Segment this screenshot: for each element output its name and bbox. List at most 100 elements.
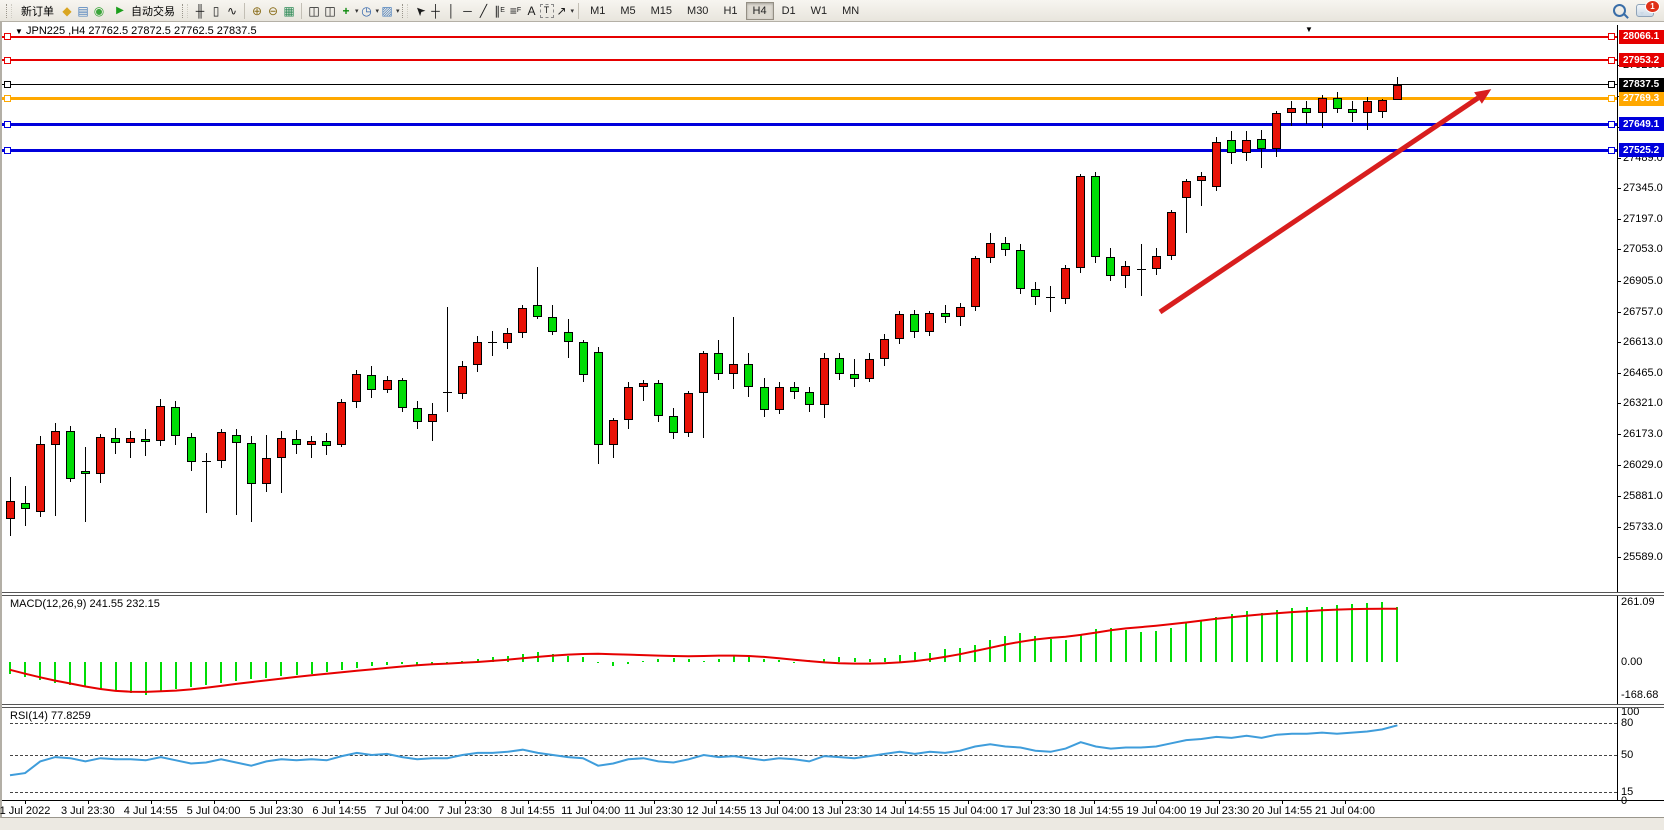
candle-up bbox=[457, 365, 467, 394]
arrows-caret-icon[interactable]: ▾ bbox=[570, 7, 575, 15]
candle-down bbox=[322, 441, 332, 447]
price-line-28066.1[interactable] bbox=[2, 33, 1617, 40]
add-indicator-caret-icon[interactable]: ▾ bbox=[355, 7, 359, 15]
line-marker[interactable] bbox=[4, 95, 11, 103]
date-tick bbox=[213, 800, 215, 804]
timeframe-m30[interactable]: M30 bbox=[687, 4, 709, 17]
timeframe-m15[interactable]: M15 bbox=[650, 4, 673, 17]
rsi-axis-label: 50 bbox=[1621, 749, 1634, 761]
vertical-line-icon[interactable]: │ bbox=[447, 3, 456, 18]
macd-bar bbox=[24, 662, 27, 677]
crosshair-icon[interactable]: ┼ bbox=[431, 3, 440, 18]
line-marker[interactable] bbox=[4, 56, 11, 64]
macd-bar bbox=[235, 662, 238, 681]
candle-up bbox=[774, 386, 784, 410]
macd-bar bbox=[747, 656, 750, 662]
line-marker[interactable] bbox=[4, 81, 11, 88]
price-line-27953.2[interactable] bbox=[2, 56, 1617, 64]
candle-doji bbox=[442, 391, 452, 393]
date-tick bbox=[1345, 800, 1346, 804]
candle-down bbox=[563, 331, 573, 343]
candle-up bbox=[865, 359, 875, 380]
line-marker[interactable] bbox=[4, 33, 11, 40]
timeframe-m5[interactable]: M5 bbox=[620, 4, 636, 17]
date-tick bbox=[779, 800, 781, 804]
add-indicator-icon[interactable]: + bbox=[342, 3, 350, 18]
timeframe-mn[interactable]: MN bbox=[842, 4, 860, 17]
templates-icon[interactable]: ▨ bbox=[381, 3, 393, 18]
toolbar-drag-handle[interactable] bbox=[401, 3, 408, 18]
macd-bar bbox=[657, 659, 660, 662]
text-label-tool-icon[interactable]: T bbox=[539, 3, 554, 18]
tile-windows-icon[interactable]: ▦ bbox=[283, 3, 295, 18]
candlestick-chart-icon[interactable]: ▯ bbox=[212, 3, 220, 18]
new-indicator-window-icon[interactable]: ◫ bbox=[308, 3, 320, 18]
timeframe-m1[interactable]: M1 bbox=[590, 4, 606, 17]
price-tag-27837.5: 27837.5 bbox=[1619, 77, 1664, 92]
bar-chart-icon[interactable]: ╫ bbox=[195, 3, 205, 18]
candle-doji bbox=[488, 342, 498, 344]
price-tick-label: 26173.0 bbox=[1623, 428, 1663, 441]
macd-bar bbox=[295, 662, 298, 675]
line-chart-icon[interactable]: ∿ bbox=[226, 3, 238, 18]
timeframe-h1[interactable]: H1 bbox=[723, 4, 738, 17]
macd-bar bbox=[763, 658, 765, 662]
date-tick-label: 7 Jul 04:00 bbox=[375, 805, 430, 817]
chart-area[interactable]: ▼ JPN225 ,H4 27762.5 27872.5 27762.5 278… bbox=[0, 22, 1664, 818]
search-icon[interactable] bbox=[1613, 4, 1626, 17]
candle-up bbox=[1287, 108, 1297, 114]
periods-caret-icon[interactable]: ▾ bbox=[375, 7, 380, 15]
toolbar-drag-handle[interactable] bbox=[6, 3, 12, 18]
zoom-in-icon[interactable]: ⊕ bbox=[251, 3, 263, 18]
line-marker[interactable] bbox=[1608, 81, 1615, 88]
channel-icon[interactable]: ∥ E bbox=[494, 3, 505, 18]
fibonacci-icon[interactable]: ≡ F bbox=[509, 3, 522, 18]
line-marker[interactable] bbox=[1608, 146, 1615, 154]
toolbar-drag-handle[interactable] bbox=[182, 3, 188, 18]
price-tick bbox=[1617, 495, 1621, 497]
chart-window-icon[interactable]: ▤ bbox=[77, 3, 89, 18]
notifications-icon[interactable]: 1 bbox=[1636, 0, 1660, 17]
line-marker[interactable] bbox=[4, 146, 11, 154]
line-marker[interactable] bbox=[1608, 120, 1615, 128]
ticket-icon[interactable]: ◆ bbox=[62, 3, 72, 18]
price-line-27837.5[interactable] bbox=[2, 81, 1617, 88]
rsi-pane-separator[interactable] bbox=[2, 704, 1664, 708]
timeframe-d1[interactable]: D1 bbox=[781, 4, 796, 17]
new-order-button[interactable]: 新订单 bbox=[16, 1, 59, 21]
candle-down bbox=[1302, 108, 1312, 114]
templates-caret-icon[interactable]: ▾ bbox=[396, 7, 400, 15]
line-marker[interactable] bbox=[1608, 95, 1615, 103]
candle-up bbox=[35, 444, 45, 512]
horizontal-line-icon[interactable]: ─ bbox=[463, 3, 472, 18]
candle-wick bbox=[130, 430, 132, 458]
price-line-27525.2[interactable] bbox=[2, 146, 1617, 154]
timeframe-h4[interactable]: H4 bbox=[745, 1, 774, 20]
indicator-window-icon[interactable]: ◫ bbox=[324, 3, 336, 18]
candle-doji bbox=[1136, 268, 1146, 270]
price-tag-28066.1: 28066.1 bbox=[1619, 29, 1664, 44]
new-order-label: 新订单 bbox=[21, 5, 54, 18]
line-marker[interactable] bbox=[1608, 56, 1615, 64]
chart-shift-marker-icon[interactable]: ▼ bbox=[1305, 25, 1313, 34]
line-marker[interactable] bbox=[4, 120, 11, 128]
auto-trading-button[interactable]: ▶ 自动交易 bbox=[107, 1, 180, 21]
macd-bar bbox=[114, 662, 117, 691]
text-tool-icon[interactable]: A bbox=[527, 3, 536, 18]
macd-bar bbox=[1140, 632, 1142, 662]
macd-bar bbox=[627, 662, 630, 664]
price-line-27769.3[interactable] bbox=[2, 95, 1617, 103]
market-watch-icon[interactable]: ◉ bbox=[93, 3, 105, 18]
arrows-tool-icon[interactable]: ↗ bbox=[556, 3, 567, 18]
timeframe-w1[interactable]: W1 bbox=[810, 4, 828, 17]
periods-clock-icon[interactable]: ◷ bbox=[361, 3, 372, 18]
zoom-out-icon[interactable]: ⊖ bbox=[267, 3, 279, 18]
trendline-icon[interactable]: ╱ bbox=[479, 3, 488, 18]
price-line-27649.1[interactable] bbox=[2, 120, 1617, 128]
candle-down bbox=[1000, 242, 1010, 250]
price-tick bbox=[1617, 464, 1621, 466]
date-tick-label: 15 Jul 04:00 bbox=[937, 805, 998, 817]
line-marker[interactable] bbox=[1608, 33, 1615, 40]
macd-pane-separator[interactable] bbox=[2, 592, 1664, 596]
rsi-axis-label: 100 bbox=[1621, 706, 1640, 718]
